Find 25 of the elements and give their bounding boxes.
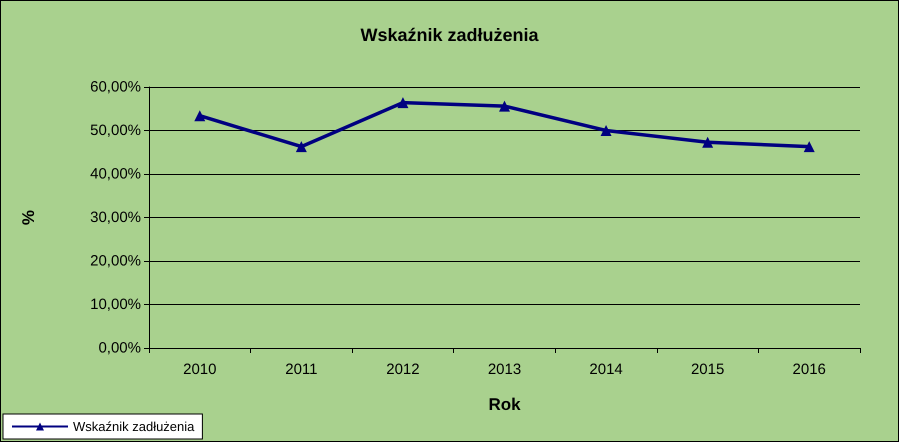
point [499,100,510,112]
point [804,141,815,152]
x-tick-label: 2012 [386,361,420,378]
x-tick-label: 2015 [690,361,724,378]
x-tick-label: 2011 [285,361,318,378]
x-tick-label: 2013 [488,361,522,378]
x-tick-label: 2014 [589,361,623,378]
x-tick-label: 2010 [183,361,216,378]
y-tick-label: 20,00% [90,252,141,270]
y-axis-title: % [19,210,38,226]
y-tick-label: 0,00% [98,340,141,356]
point [600,125,612,136]
y-tick-label: 60,00% [90,78,141,96]
point [702,136,714,148]
y-tick-label: 50,00% [90,122,141,139]
point [296,141,307,152]
point [194,110,206,122]
y-tick-label: 10,00% [90,296,141,313]
y-tick-label: 40,00% [90,166,141,182]
chart-title: Wskaźnik zadłużenia [360,25,540,45]
legend-label: Wskaźnik zadłużenia [73,419,196,434]
x-axis-title: Rok [488,395,522,414]
y-tick-label: 30,00% [90,209,141,226]
point [397,97,408,108]
x-tick-label: 2016 [792,361,826,378]
